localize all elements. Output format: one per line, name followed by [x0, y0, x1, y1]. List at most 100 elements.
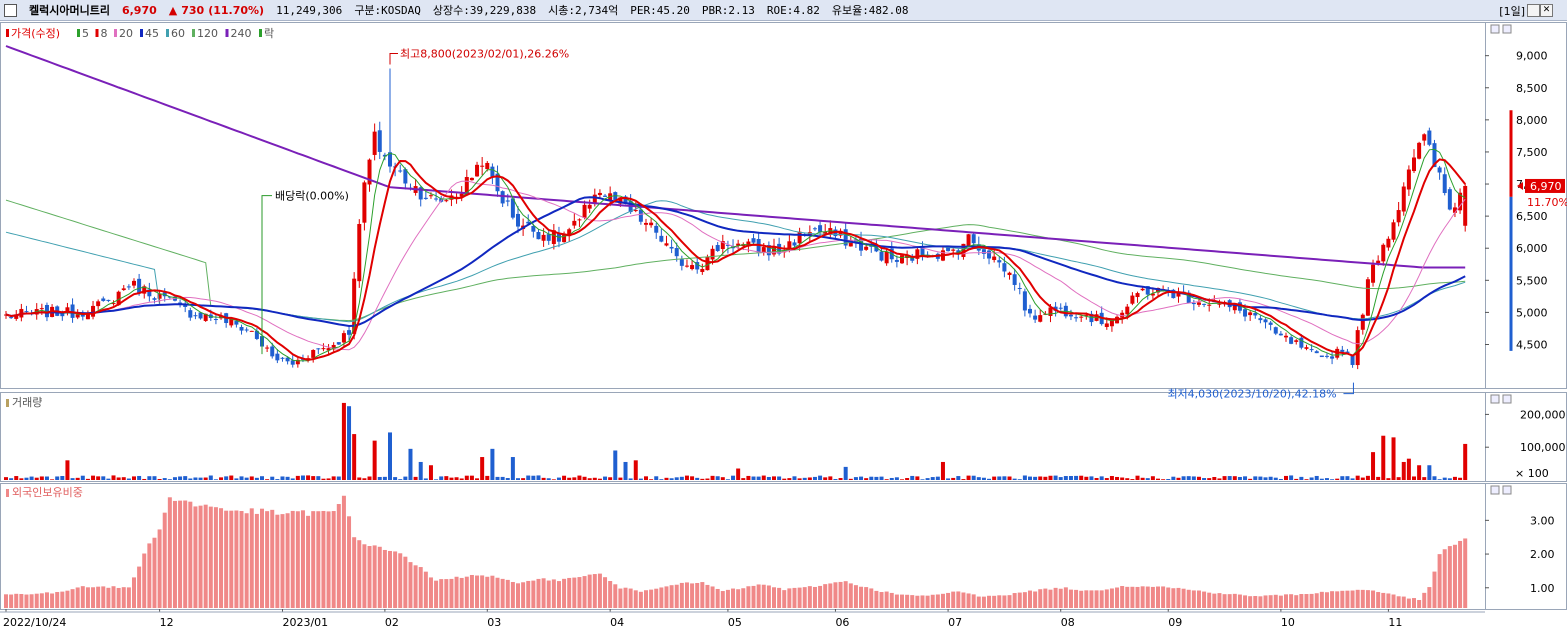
foreign-bar — [510, 582, 515, 608]
volume-unit: × 100 — [1515, 467, 1549, 480]
legend-label: 8 — [101, 27, 108, 40]
candle-body — [915, 249, 920, 259]
candle-body — [367, 159, 372, 185]
foreign-bar — [132, 577, 136, 608]
candle-body — [546, 234, 551, 241]
volume-bar — [1068, 475, 1073, 480]
legend-label: 240 — [231, 27, 252, 40]
volume-bar — [75, 477, 80, 480]
foreign-bar — [1166, 587, 1171, 608]
close-icon[interactable]: ✕ — [1540, 4, 1553, 17]
foreign-tick-label: 1.00 — [1530, 582, 1555, 595]
foreign-bar — [705, 584, 710, 608]
volume-bar — [162, 478, 167, 480]
volume-bar — [91, 475, 96, 480]
volume-bar — [428, 465, 433, 480]
foreign-bar — [1391, 594, 1396, 608]
volume-bar — [1243, 476, 1248, 480]
candle-body — [1028, 308, 1032, 314]
candle-body — [475, 164, 480, 177]
foreign-bar — [1058, 588, 1063, 608]
volume-bar — [864, 478, 869, 480]
volume-bar — [900, 479, 904, 480]
volume-bar — [562, 475, 567, 480]
volume-bar — [1145, 478, 1150, 480]
volume-bar — [659, 479, 664, 480]
foreign-bar — [1079, 590, 1084, 608]
foreign-bar — [505, 579, 510, 608]
candle-body — [638, 209, 643, 222]
foreign-bar — [618, 588, 623, 608]
foreign-title: 외국인보유비중 — [12, 486, 83, 499]
foreign-bar — [1294, 595, 1299, 608]
candle-body — [1437, 167, 1442, 173]
volume-bar — [1125, 478, 1130, 480]
foreign-bar — [930, 594, 935, 608]
volume-bar — [1284, 475, 1288, 480]
x-tick-label: 06 — [835, 616, 849, 629]
volume-bar — [485, 475, 490, 480]
select-checkbox[interactable] — [4, 3, 17, 17]
candle-body — [85, 314, 90, 320]
foreign-bar — [1463, 538, 1468, 608]
candle-body — [75, 314, 80, 318]
foreign-bar — [1330, 591, 1335, 608]
foreign-bar — [65, 590, 70, 608]
volume-bar — [987, 478, 992, 480]
candle-body — [992, 256, 997, 260]
foreign-bar — [1053, 587, 1058, 608]
low-marker — [1343, 382, 1354, 395]
foreign-bar — [1437, 554, 1442, 608]
candle-body — [1253, 313, 1258, 316]
foreign-bar — [587, 574, 592, 608]
foreign-bar — [1253, 596, 1258, 608]
volume-bar — [1422, 477, 1427, 480]
period-selector[interactable]: [1일] — [1499, 5, 1525, 18]
axis-panel-1 — [1485, 22, 1567, 389]
foreign-bar — [306, 515, 311, 608]
volume-bar — [577, 475, 582, 480]
candle-body — [495, 173, 500, 192]
candle-body — [956, 250, 961, 254]
foreign-bar — [935, 594, 940, 608]
volume-bar — [219, 477, 224, 480]
volume-bar — [469, 475, 474, 480]
volume-bar — [275, 479, 280, 480]
high-marker — [389, 53, 398, 65]
volume-bar — [111, 475, 116, 480]
volume-bar — [172, 477, 177, 480]
foreign-bar — [70, 589, 75, 608]
candle-body — [469, 177, 474, 181]
volume-bar — [265, 479, 270, 480]
candle-body — [1125, 306, 1130, 315]
volume-bar — [254, 477, 259, 480]
volume-bar — [55, 476, 60, 480]
volume-bar — [644, 476, 648, 480]
volume-bar — [331, 476, 336, 480]
volume-bar — [1314, 475, 1319, 480]
x-tick-label: 04 — [610, 616, 624, 629]
volume-bar — [1330, 479, 1335, 480]
split-window-icon[interactable] — [1527, 4, 1540, 17]
price-tick-label: 9,000 — [1516, 50, 1548, 63]
volume-bar — [101, 476, 106, 480]
price-tick-label: 5,000 — [1516, 306, 1548, 319]
volume-bar — [234, 478, 239, 480]
candle-body — [695, 262, 700, 270]
foreign-bar — [208, 506, 213, 608]
volume-bar — [213, 479, 218, 480]
foreign-bar — [843, 581, 848, 608]
foreign-bar — [884, 591, 889, 608]
foreign-bar — [111, 586, 116, 608]
candle-body — [766, 245, 771, 256]
volume-bar — [879, 476, 884, 480]
foreign-bar — [746, 586, 751, 608]
change-value: 730 — [181, 3, 205, 17]
volume-bar — [398, 479, 403, 480]
candle-body — [1381, 244, 1386, 262]
volume-bar — [946, 478, 951, 480]
high-annotation: 최고8,800(2023/02/01),26.26% — [400, 48, 569, 61]
foreign-bar — [946, 592, 951, 608]
foreign-bar — [1427, 587, 1432, 608]
foreign-bar — [44, 592, 49, 608]
